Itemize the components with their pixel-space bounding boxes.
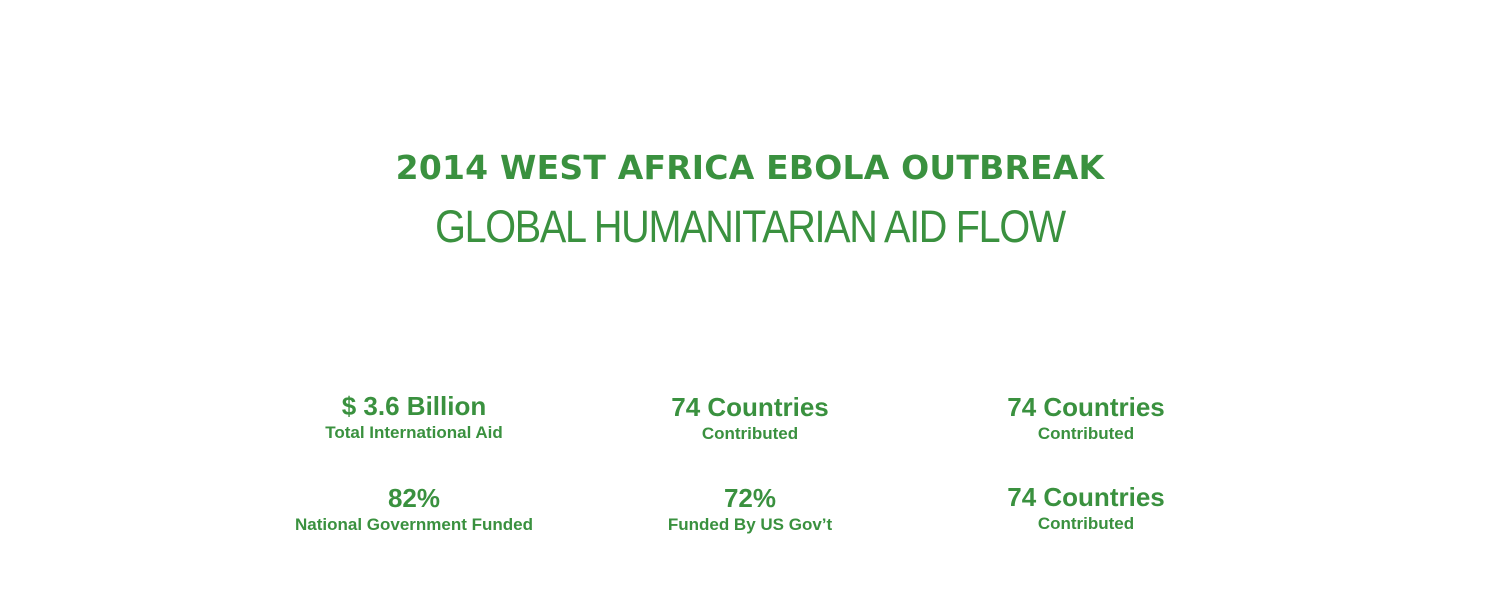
stat-label: Total International Aid bbox=[325, 423, 503, 442]
stat-us-gov-funded: 72% Funded By US Gov’t bbox=[580, 483, 920, 536]
stat-label: Contributed bbox=[1037, 514, 1135, 533]
stat-value: 74 Countries bbox=[1007, 392, 1165, 422]
stat-label: Funded By US Gov’t bbox=[667, 515, 833, 534]
stat-label: Contributed bbox=[1037, 424, 1135, 443]
stat-label: Contributed bbox=[701, 424, 799, 443]
stat-national-government-funded: 82% National Government Funded bbox=[244, 483, 584, 536]
stat-value: 74 Countries bbox=[1007, 482, 1165, 512]
stat-value: 72% bbox=[723, 483, 777, 513]
stat-total-aid: $ 3.6 Billion Total International Aid bbox=[244, 391, 584, 444]
page-title: 2014 WEST AFRICA EBOLA OUTBREAK bbox=[395, 148, 1105, 187]
page-subtitle: GLOBAL HUMANITARIAN AID FLOW bbox=[435, 201, 1066, 252]
stat-countries-contributed: 74 Countries Contributed bbox=[916, 392, 1256, 445]
stat-value: 74 Countries bbox=[671, 392, 829, 422]
stat-countries-contributed: 74 Countries Contributed bbox=[580, 392, 920, 445]
stat-label: National Government Funded bbox=[294, 515, 534, 534]
stat-countries-contributed: 74 Countries Contributed bbox=[916, 482, 1256, 535]
stat-value: $ 3.6 Billion bbox=[341, 391, 487, 421]
stat-value: 82% bbox=[387, 483, 441, 513]
